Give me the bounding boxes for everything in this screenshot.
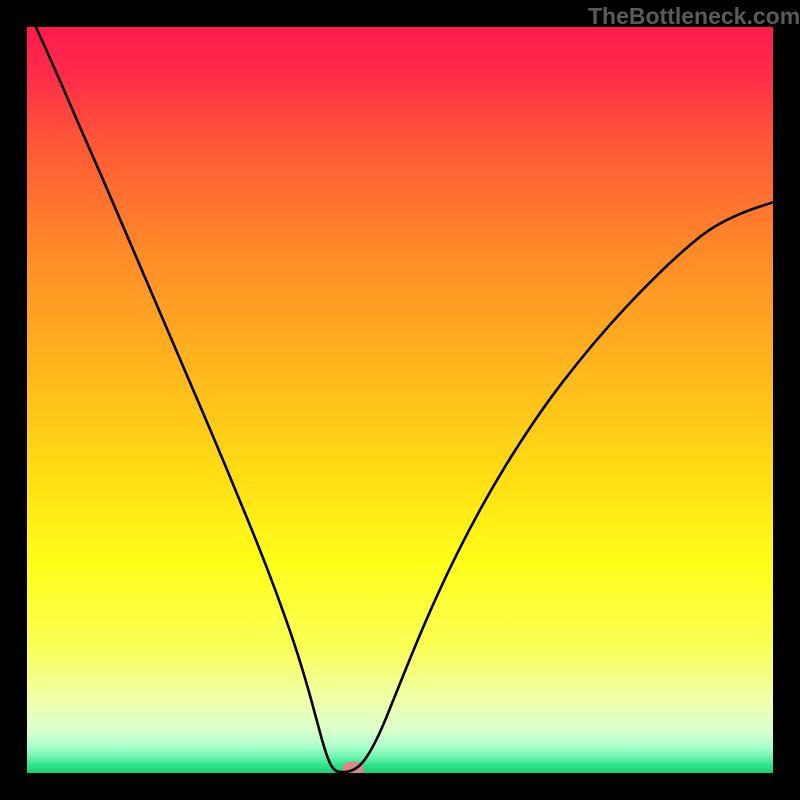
plot-area [27, 27, 773, 773]
chart-container: TheBottleneck.com [0, 0, 800, 800]
gradient-background [27, 27, 773, 773]
watermark-text: TheBottleneck.com [588, 3, 800, 30]
chart-svg [27, 27, 773, 773]
